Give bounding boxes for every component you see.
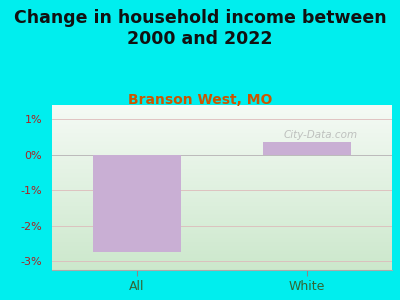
- Bar: [263, 142, 351, 155]
- Text: City-Data.com: City-Data.com: [283, 130, 357, 140]
- Text: Branson West, MO: Branson West, MO: [128, 93, 272, 107]
- Text: Change in household income between
2000 and 2022: Change in household income between 2000 …: [14, 9, 386, 48]
- Bar: [93, 155, 181, 252]
